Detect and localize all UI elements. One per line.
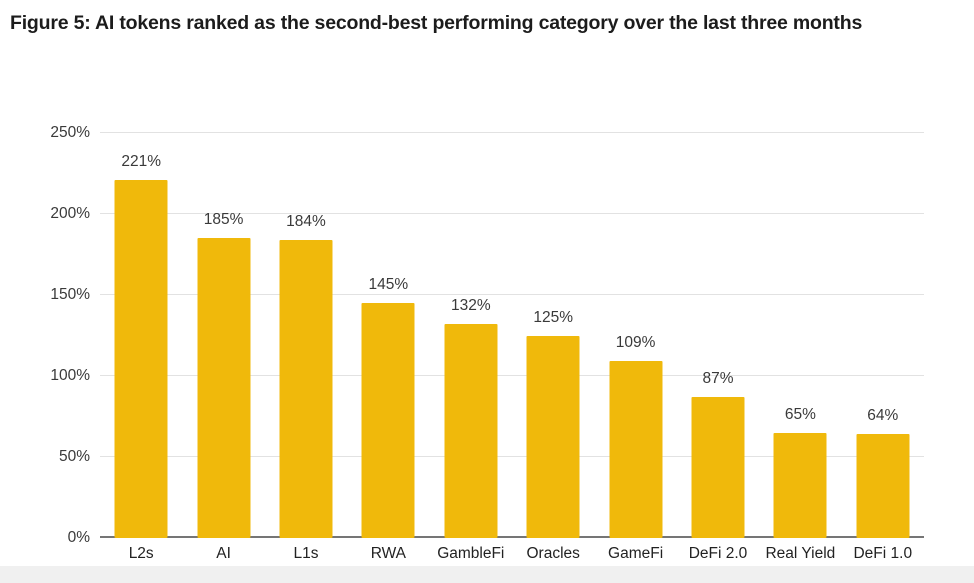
y-tick-label: 200% bbox=[50, 205, 90, 222]
y-tick-label: 250% bbox=[50, 124, 90, 141]
bar bbox=[691, 397, 745, 538]
y-tick-label: 150% bbox=[50, 286, 90, 303]
gridline bbox=[100, 132, 924, 133]
bar-value-label: 65% bbox=[784, 405, 816, 423]
gridline bbox=[100, 375, 924, 376]
bar-value-label: 64% bbox=[867, 407, 899, 425]
bar-value-label: 221% bbox=[121, 152, 162, 170]
gridline bbox=[100, 294, 924, 295]
bar-column-l2s: 221% L2s bbox=[100, 133, 182, 562]
bar-column-defi-1-0: 64% DeFi 1.0 bbox=[842, 133, 924, 562]
x-axis-category-label: L2s bbox=[128, 545, 154, 562]
bar-value-label: 125% bbox=[533, 308, 574, 326]
figure-title: Figure 5: AI tokens ranked as the second… bbox=[10, 12, 863, 34]
y-tick-label: 100% bbox=[50, 367, 90, 384]
x-axis-category-label: RWA bbox=[370, 545, 407, 562]
bar-value-label: 132% bbox=[450, 297, 491, 315]
bar-column-real-yield: 65% Real Yield bbox=[759, 133, 841, 562]
gridline bbox=[100, 213, 924, 214]
bar bbox=[197, 238, 251, 538]
bar bbox=[609, 361, 663, 538]
bar bbox=[856, 434, 910, 538]
bar-column-oracles: 125% Oracles bbox=[512, 133, 594, 563]
bar bbox=[526, 335, 580, 538]
x-axis-category-label: Real Yield bbox=[765, 545, 836, 562]
bar-value-label: 109% bbox=[615, 334, 656, 352]
plot-area: 221% L2s 185% AI 184% L1s 145% RWA 132% GambleFi 1… bbox=[100, 132, 924, 563]
bar-value-label: 145% bbox=[368, 276, 409, 294]
bar-column-l1s: 184% L1s bbox=[265, 133, 347, 562]
bar-column-defi-2-0: 87% DeFi 2.0 bbox=[677, 133, 759, 562]
x-axis-category-label: DeFi 2.0 bbox=[688, 545, 748, 562]
x-axis-line bbox=[100, 536, 924, 538]
gridline bbox=[100, 456, 924, 457]
y-axis-tick-labels: 0% 50% 100% 150% 200% 250% bbox=[0, 124, 90, 546]
bar-value-label: 184% bbox=[286, 212, 326, 230]
bar bbox=[279, 239, 333, 538]
x-axis-category-label: GambleFi bbox=[437, 545, 505, 562]
x-axis-category-label: AI bbox=[216, 545, 231, 562]
page-bottom-strip bbox=[0, 566, 974, 583]
bar bbox=[361, 303, 415, 538]
bar bbox=[773, 432, 827, 538]
bar-column-gamblefi: 132% GambleFi bbox=[430, 133, 512, 562]
bar bbox=[114, 179, 168, 538]
bar-column-gamefi: 109% GameFi bbox=[594, 133, 676, 562]
y-tick-label: 50% bbox=[58, 448, 90, 465]
y-tick-label: 0% bbox=[67, 529, 90, 546]
bar bbox=[444, 324, 498, 538]
bar-value-label: 185% bbox=[203, 211, 244, 229]
x-axis-category-label: DeFi 1.0 bbox=[853, 545, 913, 562]
bar-column-rwa: 145% RWA bbox=[347, 133, 429, 562]
x-axis-category-label: Oracles bbox=[526, 545, 580, 562]
x-axis-category-label: GameFi bbox=[608, 545, 664, 562]
bar-value-label: 87% bbox=[702, 370, 734, 388]
bar-column-ai: 185% AI bbox=[182, 133, 264, 562]
x-axis-category-label: L1s bbox=[293, 545, 319, 562]
